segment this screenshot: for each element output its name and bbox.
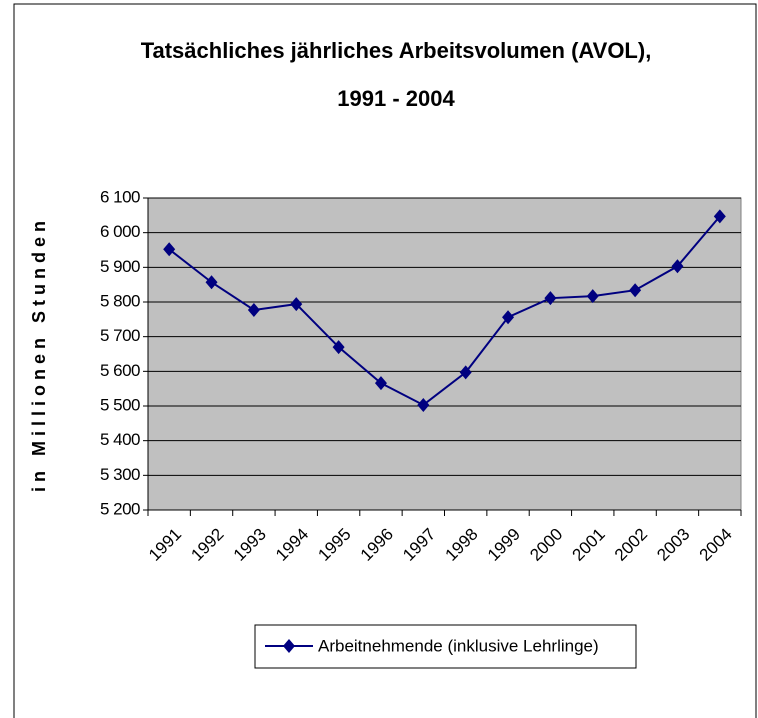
chart-title: Tatsächliches jährliches Arbeitsvolumen …: [141, 38, 652, 63]
marker: [205, 275, 218, 290]
y-tick-label: 5 700: [100, 326, 140, 345]
y-tick-label: 5 800: [100, 291, 140, 310]
x-tick-label: 2000: [526, 525, 566, 565]
marker: [417, 397, 430, 412]
marker: [586, 289, 599, 304]
chart-frame: [13, 3, 757, 718]
marker: [713, 209, 726, 224]
legend-marker: [283, 639, 295, 653]
y-tick-label: 6 000: [100, 222, 140, 241]
marker: [502, 310, 515, 325]
x-tick-label: 1994: [272, 525, 312, 565]
y-tick-label: 5 600: [100, 361, 140, 380]
x-tick-label: 1999: [484, 525, 524, 565]
y-tick-label: 5 900: [100, 257, 140, 276]
marker: [459, 365, 472, 380]
marker: [374, 376, 387, 391]
y-tick-label: 5 400: [100, 430, 140, 449]
marker: [629, 283, 642, 298]
x-tick-label: 1996: [357, 525, 397, 565]
x-tick-label: 2004: [696, 525, 736, 565]
y-tick-label: 5 500: [100, 395, 140, 414]
marker: [544, 291, 557, 306]
plot-area: [147, 197, 742, 511]
marker: [671, 259, 684, 274]
x-tick-label: 1995: [314, 525, 354, 565]
x-tick-label: 1998: [441, 525, 481, 565]
legend-box: [254, 624, 637, 669]
chart-title: 1991 - 2004: [337, 86, 455, 111]
y-axis-label: in Millionen Stunden: [29, 216, 49, 492]
y-tick-label: 6 100: [100, 187, 140, 206]
x-tick-label: 1991: [145, 525, 185, 565]
marker: [163, 242, 176, 257]
x-tick-label: 1993: [230, 525, 270, 565]
marker: [247, 302, 260, 317]
y-tick-label: 5 200: [100, 499, 140, 518]
x-tick-label: 2003: [653, 525, 693, 565]
marker: [290, 297, 303, 312]
line: [168, 215, 721, 407]
x-tick-label: 2002: [611, 525, 651, 565]
legend-label: Arbeitnehmende (inklusive Lehrlinge): [318, 636, 599, 655]
marker: [332, 340, 345, 355]
x-tick-label: 1992: [187, 525, 227, 565]
x-tick-label: 1997: [399, 525, 439, 565]
x-tick-label: 2001: [569, 525, 609, 565]
y-tick-label: 5 300: [100, 465, 140, 484]
